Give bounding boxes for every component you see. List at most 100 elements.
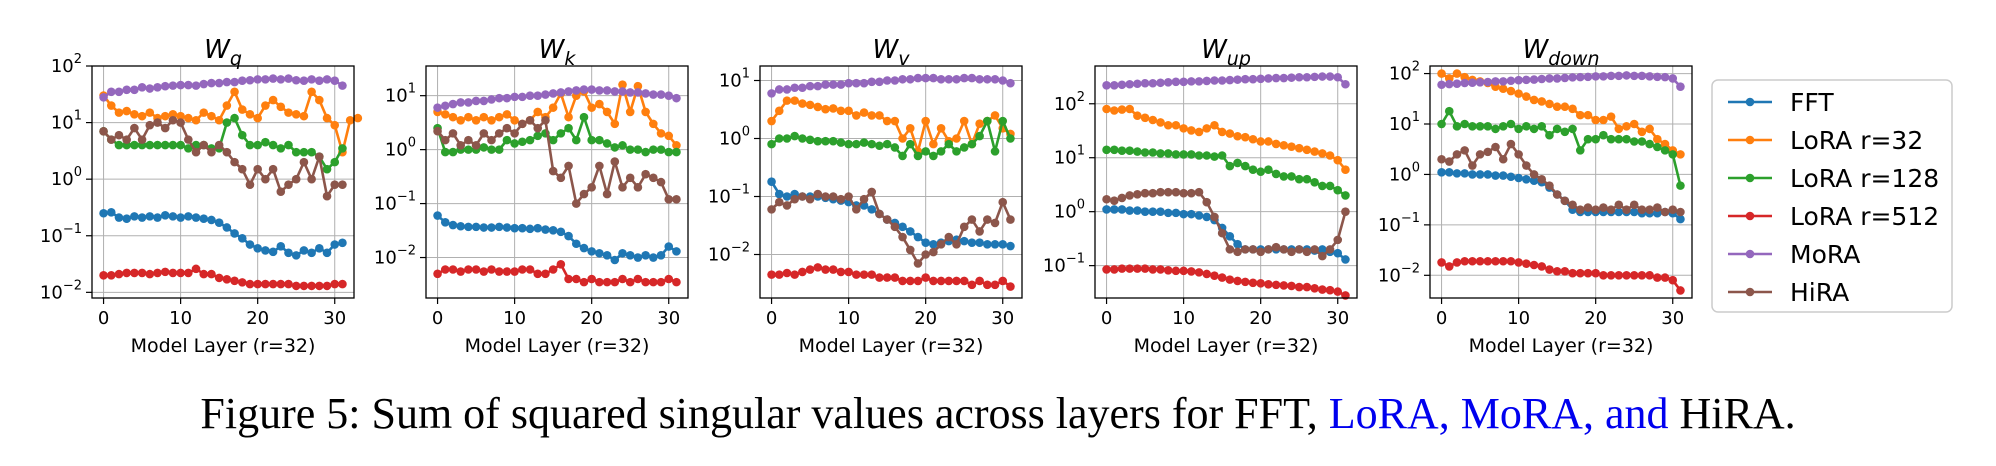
data-point — [921, 73, 930, 83]
series-hira — [767, 187, 1015, 268]
data-point — [1560, 73, 1570, 83]
data-point — [602, 139, 612, 148]
data-point — [836, 194, 846, 204]
data-point — [1514, 89, 1523, 98]
data-point — [959, 116, 969, 126]
data-point — [137, 268, 147, 278]
data-point — [230, 87, 239, 97]
data-point — [774, 189, 784, 199]
data-point — [1444, 168, 1454, 177]
data-point — [1210, 76, 1219, 85]
data-point — [898, 232, 907, 242]
data-point — [1318, 285, 1327, 294]
x-tick-label: 0 — [1436, 308, 1447, 329]
data-point — [479, 112, 489, 122]
data-point — [130, 85, 139, 95]
data-point — [1325, 181, 1335, 191]
data-point — [145, 212, 155, 221]
data-point — [1552, 267, 1562, 276]
data-point — [579, 277, 589, 287]
data-point — [1179, 124, 1188, 133]
data-point — [261, 279, 270, 289]
data-point — [1468, 161, 1477, 170]
data-point — [633, 145, 643, 154]
data-point — [844, 139, 853, 149]
data-point — [1256, 137, 1265, 146]
data-point — [168, 115, 178, 125]
data-point — [1156, 118, 1165, 127]
data-point — [502, 267, 512, 276]
data-point — [813, 263, 823, 272]
data-point — [1264, 137, 1273, 146]
data-point — [1225, 161, 1235, 171]
data-point — [1545, 265, 1554, 274]
x-tick-label: 30 — [991, 308, 1014, 329]
data-point — [805, 81, 815, 91]
data-point — [1529, 170, 1539, 179]
data-point — [579, 243, 589, 253]
data-point — [245, 279, 255, 289]
data-point — [1187, 188, 1196, 198]
data-point — [261, 75, 270, 84]
data-point — [798, 192, 807, 201]
data-point — [338, 81, 347, 90]
data-point — [983, 74, 992, 84]
data-point — [579, 85, 589, 94]
data-point — [852, 139, 861, 149]
data-point — [641, 147, 650, 157]
data-point — [284, 248, 293, 258]
data-point — [1575, 110, 1585, 120]
data-point — [494, 93, 504, 103]
data-point — [813, 102, 823, 112]
data-point — [1568, 268, 1577, 278]
data-point — [1225, 129, 1235, 138]
legend-entry: LoRA r=128 — [1728, 164, 1939, 193]
data-point — [1302, 72, 1312, 82]
data-point — [299, 147, 309, 157]
data-point — [106, 271, 116, 280]
data-point — [184, 135, 193, 144]
data-point — [153, 140, 162, 150]
data-point — [230, 113, 239, 123]
data-point — [440, 135, 450, 145]
x-tick-label: 20 — [246, 308, 269, 329]
data-point — [330, 180, 340, 189]
data-point — [998, 197, 1008, 207]
legend-marker — [1745, 249, 1755, 259]
data-point — [160, 140, 170, 150]
data-point — [114, 87, 124, 97]
y-tick-label: 102 — [51, 52, 82, 77]
data-point — [1102, 205, 1111, 214]
data-point — [1318, 149, 1327, 158]
data-point — [1437, 168, 1446, 177]
caption-link[interactable]: LoRA, MoRA, and — [1328, 389, 1669, 438]
data-point — [1179, 77, 1188, 87]
data-point — [649, 90, 658, 99]
data-point — [1545, 181, 1554, 190]
data-point — [944, 139, 954, 149]
data-point — [844, 192, 853, 201]
data-point — [967, 280, 977, 290]
series-mora — [99, 74, 347, 102]
data-point — [828, 136, 838, 146]
data-point — [1660, 139, 1670, 149]
data-point — [936, 123, 946, 133]
data-point — [867, 139, 877, 149]
data-point — [1606, 112, 1616, 121]
data-point — [1522, 259, 1531, 268]
data-point — [1653, 142, 1662, 152]
data-point — [649, 277, 658, 287]
data-point — [1109, 196, 1119, 205]
panel-title: Wq — [204, 35, 242, 70]
data-point — [952, 134, 961, 143]
data-point — [798, 83, 807, 93]
y-tick-label: 10−1 — [708, 183, 750, 208]
plot-frame — [759, 65, 1023, 299]
data-point — [1341, 207, 1350, 216]
data-point — [579, 112, 589, 122]
data-point — [533, 91, 543, 100]
data-point — [1179, 188, 1188, 198]
data-point — [510, 92, 519, 102]
data-point — [99, 92, 108, 102]
data-point — [1240, 277, 1250, 287]
